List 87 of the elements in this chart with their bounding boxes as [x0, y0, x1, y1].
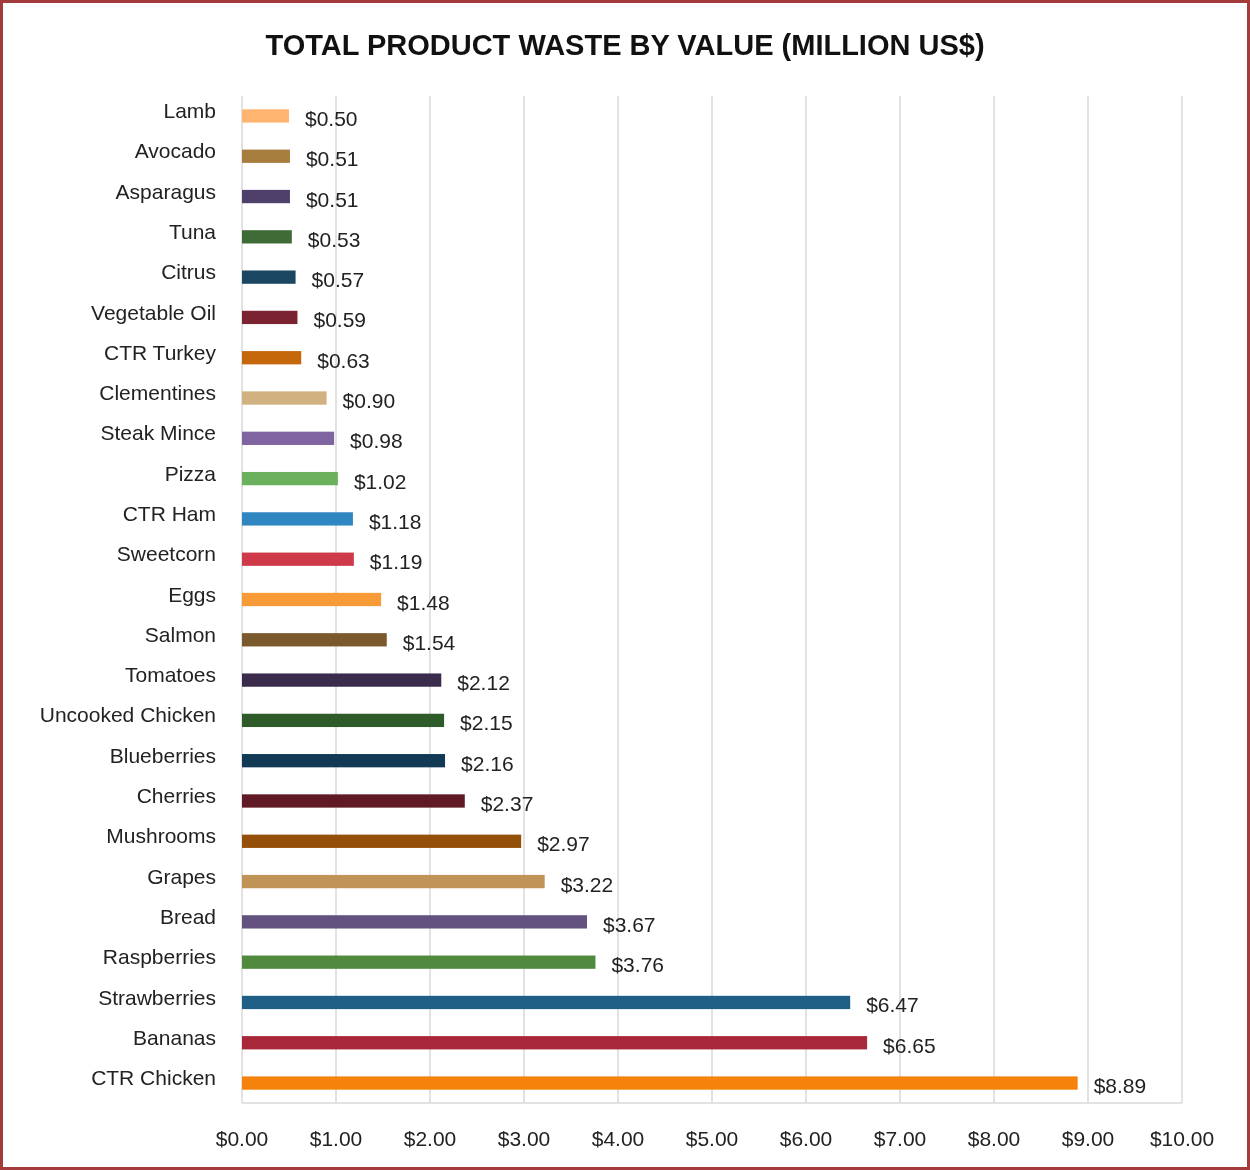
data-label: $3.67 [602, 912, 656, 936]
bar [242, 189, 290, 204]
data-label: $2.15 [460, 711, 513, 735]
y-tick-label: Raspberries [102, 945, 216, 969]
data-label: $2.12 [457, 671, 510, 695]
y-tick-label: Vegetable Oil [91, 300, 216, 324]
data-label: $3.76 [611, 953, 664, 977]
bar [242, 915, 587, 929]
bar [242, 431, 335, 445]
bar [242, 592, 382, 607]
bar [242, 713, 445, 728]
y-tick-label: Sweetcorn [116, 542, 216, 566]
data-label: $0.63 [317, 348, 370, 372]
data-label: $0.51 [305, 187, 359, 211]
data-label: $0.98 [350, 429, 403, 453]
data-label: $0.50 [305, 106, 358, 130]
bar [242, 673, 442, 687]
y-tick-label: CTR Chicken [91, 1066, 216, 1090]
data-label: $0.53 [307, 227, 361, 251]
y-tick-label: Cherries [136, 784, 216, 808]
y-tick-label: Bread [159, 904, 216, 928]
bar [242, 1036, 868, 1050]
x-tick-label: $5.00 [685, 1127, 739, 1150]
bar [242, 874, 545, 889]
data-label: $0.57 [311, 268, 365, 292]
y-tick-label: Mushrooms [106, 824, 216, 848]
x-tick-label: $9.00 [1061, 1127, 1115, 1150]
data-label: $2.97 [537, 832, 590, 856]
y-tick-label: Citrus [161, 260, 216, 284]
y-tick-label: Tuna [168, 219, 217, 243]
data-label: $1.54 [402, 630, 456, 654]
data-label: $1.02 [353, 469, 407, 493]
y-tick-label: Eggs [168, 582, 216, 606]
bar [242, 995, 851, 1010]
x-tick-label: $4.00 [591, 1127, 645, 1150]
data-label: $1.48 [397, 590, 450, 614]
bar [242, 1076, 1078, 1090]
bar [242, 230, 292, 244]
x-tick-label: $6.00 [779, 1127, 833, 1150]
y-tick-label: Uncooked Chicken [39, 703, 216, 727]
data-label: $6.47 [866, 993, 919, 1017]
y-tick-label: Avocado [134, 139, 216, 163]
bar [242, 270, 296, 284]
x-tick-label: $2.00 [403, 1127, 457, 1150]
bar [242, 794, 465, 808]
data-label: $3.22 [560, 872, 614, 896]
y-tick-label: Lamb [163, 99, 216, 123]
bar [242, 471, 338, 486]
y-tick-label: CTR Turkey [103, 340, 217, 364]
bar [242, 391, 327, 405]
data-label: $0.90 [342, 389, 396, 413]
x-tick-label: $10.00 [1149, 1127, 1215, 1150]
data-label: $2.16 [461, 751, 514, 775]
bar [242, 512, 353, 526]
bar [242, 955, 596, 969]
chart-title: TOTAL PRODUCT WASTE BY VALUE (MILLION US$) [265, 29, 985, 61]
y-tick-label: Clementines [99, 381, 216, 405]
y-tick-label: Salmon [144, 622, 216, 646]
data-label: $0.51 [305, 147, 359, 171]
y-tick-label: Tomatoes [124, 663, 216, 687]
y-tick-label: Pizza [164, 461, 217, 485]
y-tick-label: Strawberries [98, 985, 216, 1009]
y-tick-label: Bananas [133, 1025, 216, 1049]
bar [242, 109, 289, 123]
bar [242, 633, 387, 647]
y-tick-label: Grapes [147, 864, 216, 888]
y-tick-label: CTR Ham [122, 502, 216, 526]
bar [242, 149, 290, 163]
data-label: $1.18 [368, 509, 422, 533]
x-tick-label: $0.00 [215, 1127, 269, 1150]
bar [242, 834, 522, 848]
bar [242, 552, 354, 566]
data-label: $1.19 [369, 550, 423, 574]
bar [242, 754, 446, 768]
data-label: $8.89 [1093, 1074, 1147, 1098]
data-label: $6.65 [883, 1033, 936, 1057]
data-label: $0.59 [313, 308, 367, 332]
x-tick-label: $3.00 [497, 1127, 551, 1150]
x-tick-label: $8.00 [967, 1127, 1021, 1150]
y-tick-label: Asparagus [115, 179, 216, 203]
y-tick-label: Blueberries [109, 743, 216, 767]
x-tick-label: $7.00 [873, 1127, 927, 1150]
x-tick-label: $1.00 [309, 1127, 363, 1150]
bar [242, 310, 298, 325]
y-tick-label: Steak Mince [100, 421, 216, 445]
data-label: $2.37 [480, 791, 534, 815]
bar [242, 351, 302, 365]
